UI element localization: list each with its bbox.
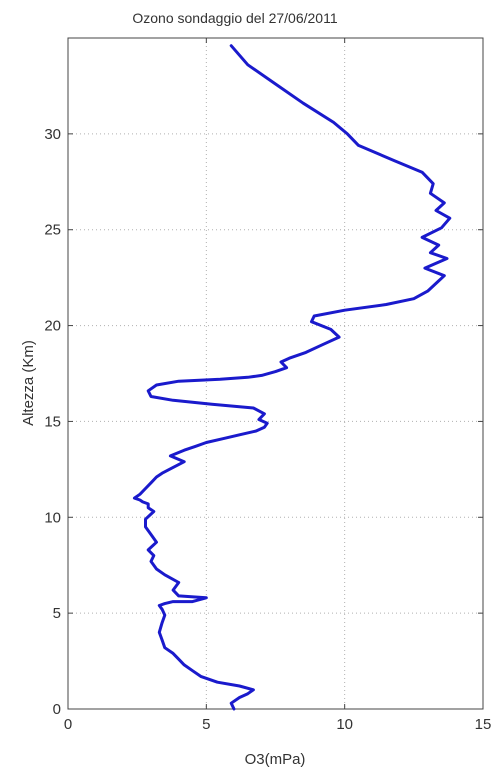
y-tick-label: 30 — [44, 126, 61, 143]
x-tick-label: 15 — [475, 716, 492, 733]
y-axis-label: Altezza (Km) — [20, 340, 37, 426]
y-tick-label: 25 — [44, 222, 61, 239]
ozone-series-line — [132, 44, 452, 711]
plot-area — [68, 38, 483, 709]
x-tick-label: 10 — [336, 716, 353, 733]
x-tick-label: 5 — [202, 716, 210, 733]
y-tick-label: 20 — [44, 318, 61, 335]
x-axis-label: O3(mPa) — [245, 751, 306, 768]
y-tick-label: 15 — [44, 413, 61, 430]
y-tick-label: 0 — [53, 701, 61, 718]
x-tick-label: 0 — [64, 716, 72, 733]
plot-frame — [67, 37, 484, 710]
chart-title: Ozono sondaggio del 27/06/2011 — [132, 10, 337, 26]
y-tick-label: 10 — [44, 509, 61, 526]
y-tick-label: 5 — [53, 605, 61, 622]
